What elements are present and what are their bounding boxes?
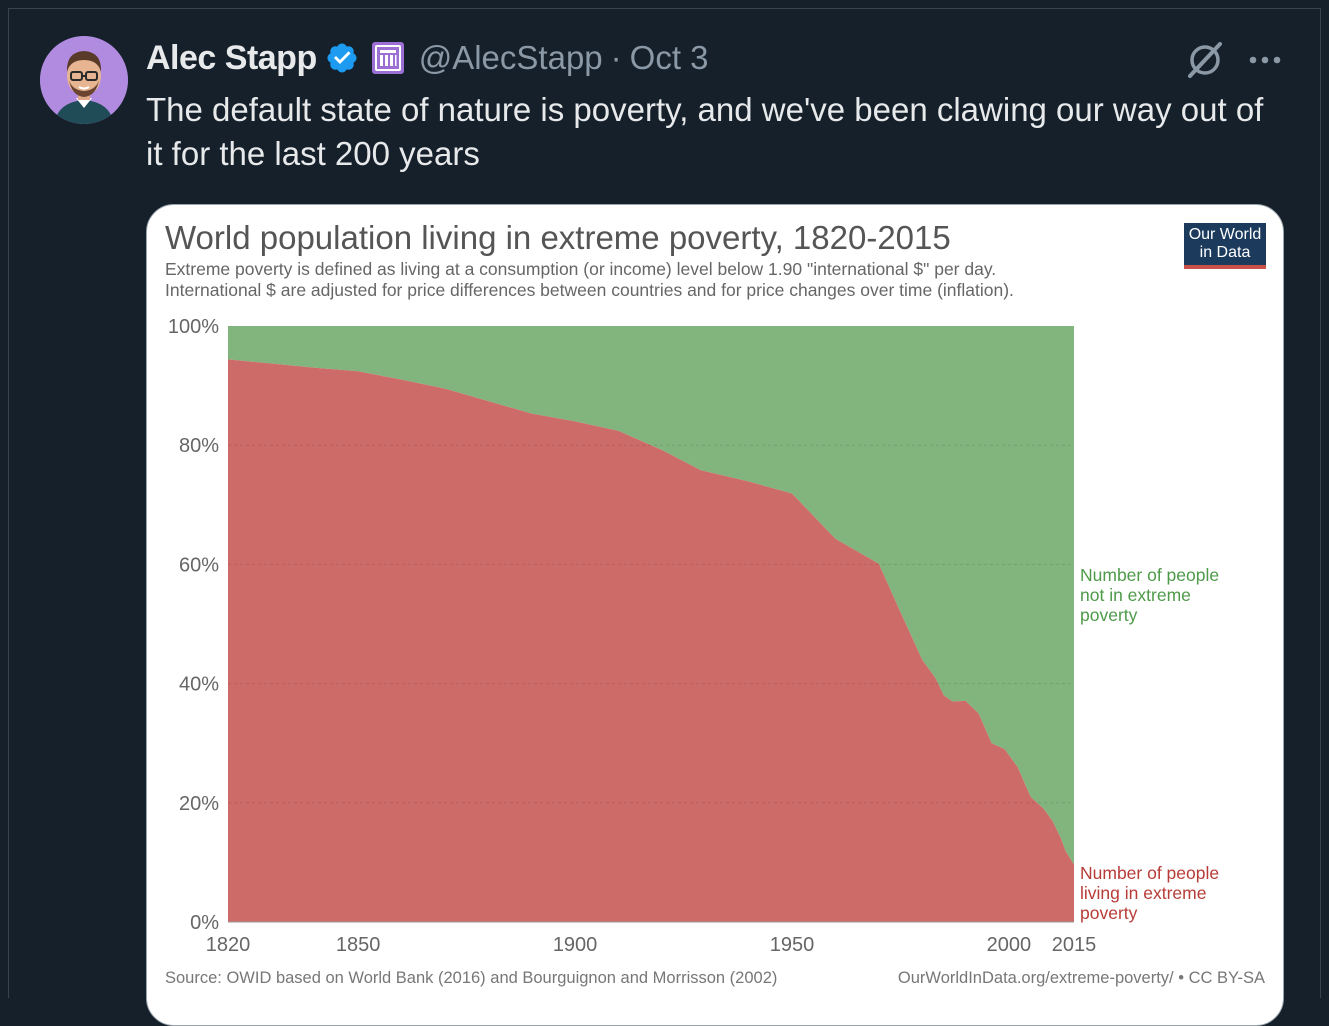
author-avatar[interactable] <box>40 36 128 124</box>
tweet-timestamp[interactable]: Oct 3 <box>629 39 709 76</box>
x-tick-label: 1820 <box>206 934 251 956</box>
x-tick-label: 1850 <box>336 934 381 956</box>
avatar-illustration <box>40 36 128 124</box>
timeline-border-left <box>8 8 9 998</box>
tweet-header: Alec Stapp @AlecStapp · Oct 3 <box>146 36 709 80</box>
tweet-text: The default state of nature is poverty, … <box>146 91 1264 172</box>
chart-subtitle: Extreme poverty is defined as living at … <box>165 259 1014 301</box>
y-tick-label: 20% <box>179 793 219 815</box>
x-tick-label: 1900 <box>553 934 598 956</box>
area-in-extreme-poverty <box>228 359 1074 923</box>
y-tick-label: 80% <box>179 435 219 457</box>
series-label-not-in-extreme-poverty: poverty <box>1080 605 1138 625</box>
owid-logo-line2: in Data <box>1199 244 1251 261</box>
chart-title: World population living in extreme pover… <box>165 219 951 256</box>
x-tick-label: 2000 <box>987 934 1032 956</box>
chart-subtitle-line1: Extreme poverty is defined as living at … <box>165 259 997 279</box>
x-tick-label: 2015 <box>1052 934 1097 956</box>
owid-logo-line1: Our World <box>1188 226 1262 243</box>
series-label-living-in-extreme-poverty: living in extreme <box>1080 883 1206 903</box>
owid-logo[interactable]: Our World in Data <box>1184 223 1266 269</box>
y-tick-label: 0% <box>190 912 219 934</box>
timeline-divider <box>8 8 1321 9</box>
series-label-living-in-extreme-poverty: Number of people <box>1080 863 1219 883</box>
y-tick-label: 100% <box>168 316 219 338</box>
y-tick-label: 40% <box>179 674 219 696</box>
affiliate-badge-icon[interactable] <box>371 41 405 75</box>
chart-plot: 0% 20% 40% 60% 80% 100% 1820 1850 1900 1950 2000 20… <box>168 316 1219 956</box>
chart-subtitle-line2: International $ are adjusted for price d… <box>165 280 1014 300</box>
tweet-media-card[interactable]: World population living in extreme pover… <box>146 204 1284 1026</box>
series-label-living-in-extreme-poverty: poverty <box>1080 903 1138 923</box>
series-label-not-in-extreme-poverty: Number of people <box>1080 565 1219 585</box>
author-name[interactable]: Alec Stapp <box>146 38 317 77</box>
x-tick-label: 1950 <box>770 934 815 956</box>
y-tick-label: 60% <box>179 554 219 576</box>
grok-icon[interactable] <box>1183 40 1227 80</box>
header-separator: · <box>610 39 622 76</box>
chart-url[interactable]: OurWorldInData.org/extreme-poverty/ • CC… <box>897 969 1265 987</box>
series-label-not-in-extreme-poverty: not in extreme <box>1080 585 1191 605</box>
timeline-border-right <box>1320 8 1321 998</box>
verified-badge-icon[interactable] <box>325 41 359 75</box>
more-icon[interactable] <box>1245 40 1285 80</box>
chart-source: Source: OWID based on World Bank (2016) … <box>165 969 778 987</box>
author-handle[interactable]: @AlecStapp <box>418 39 603 76</box>
area-not-in-extreme-poverty <box>228 326 1074 865</box>
